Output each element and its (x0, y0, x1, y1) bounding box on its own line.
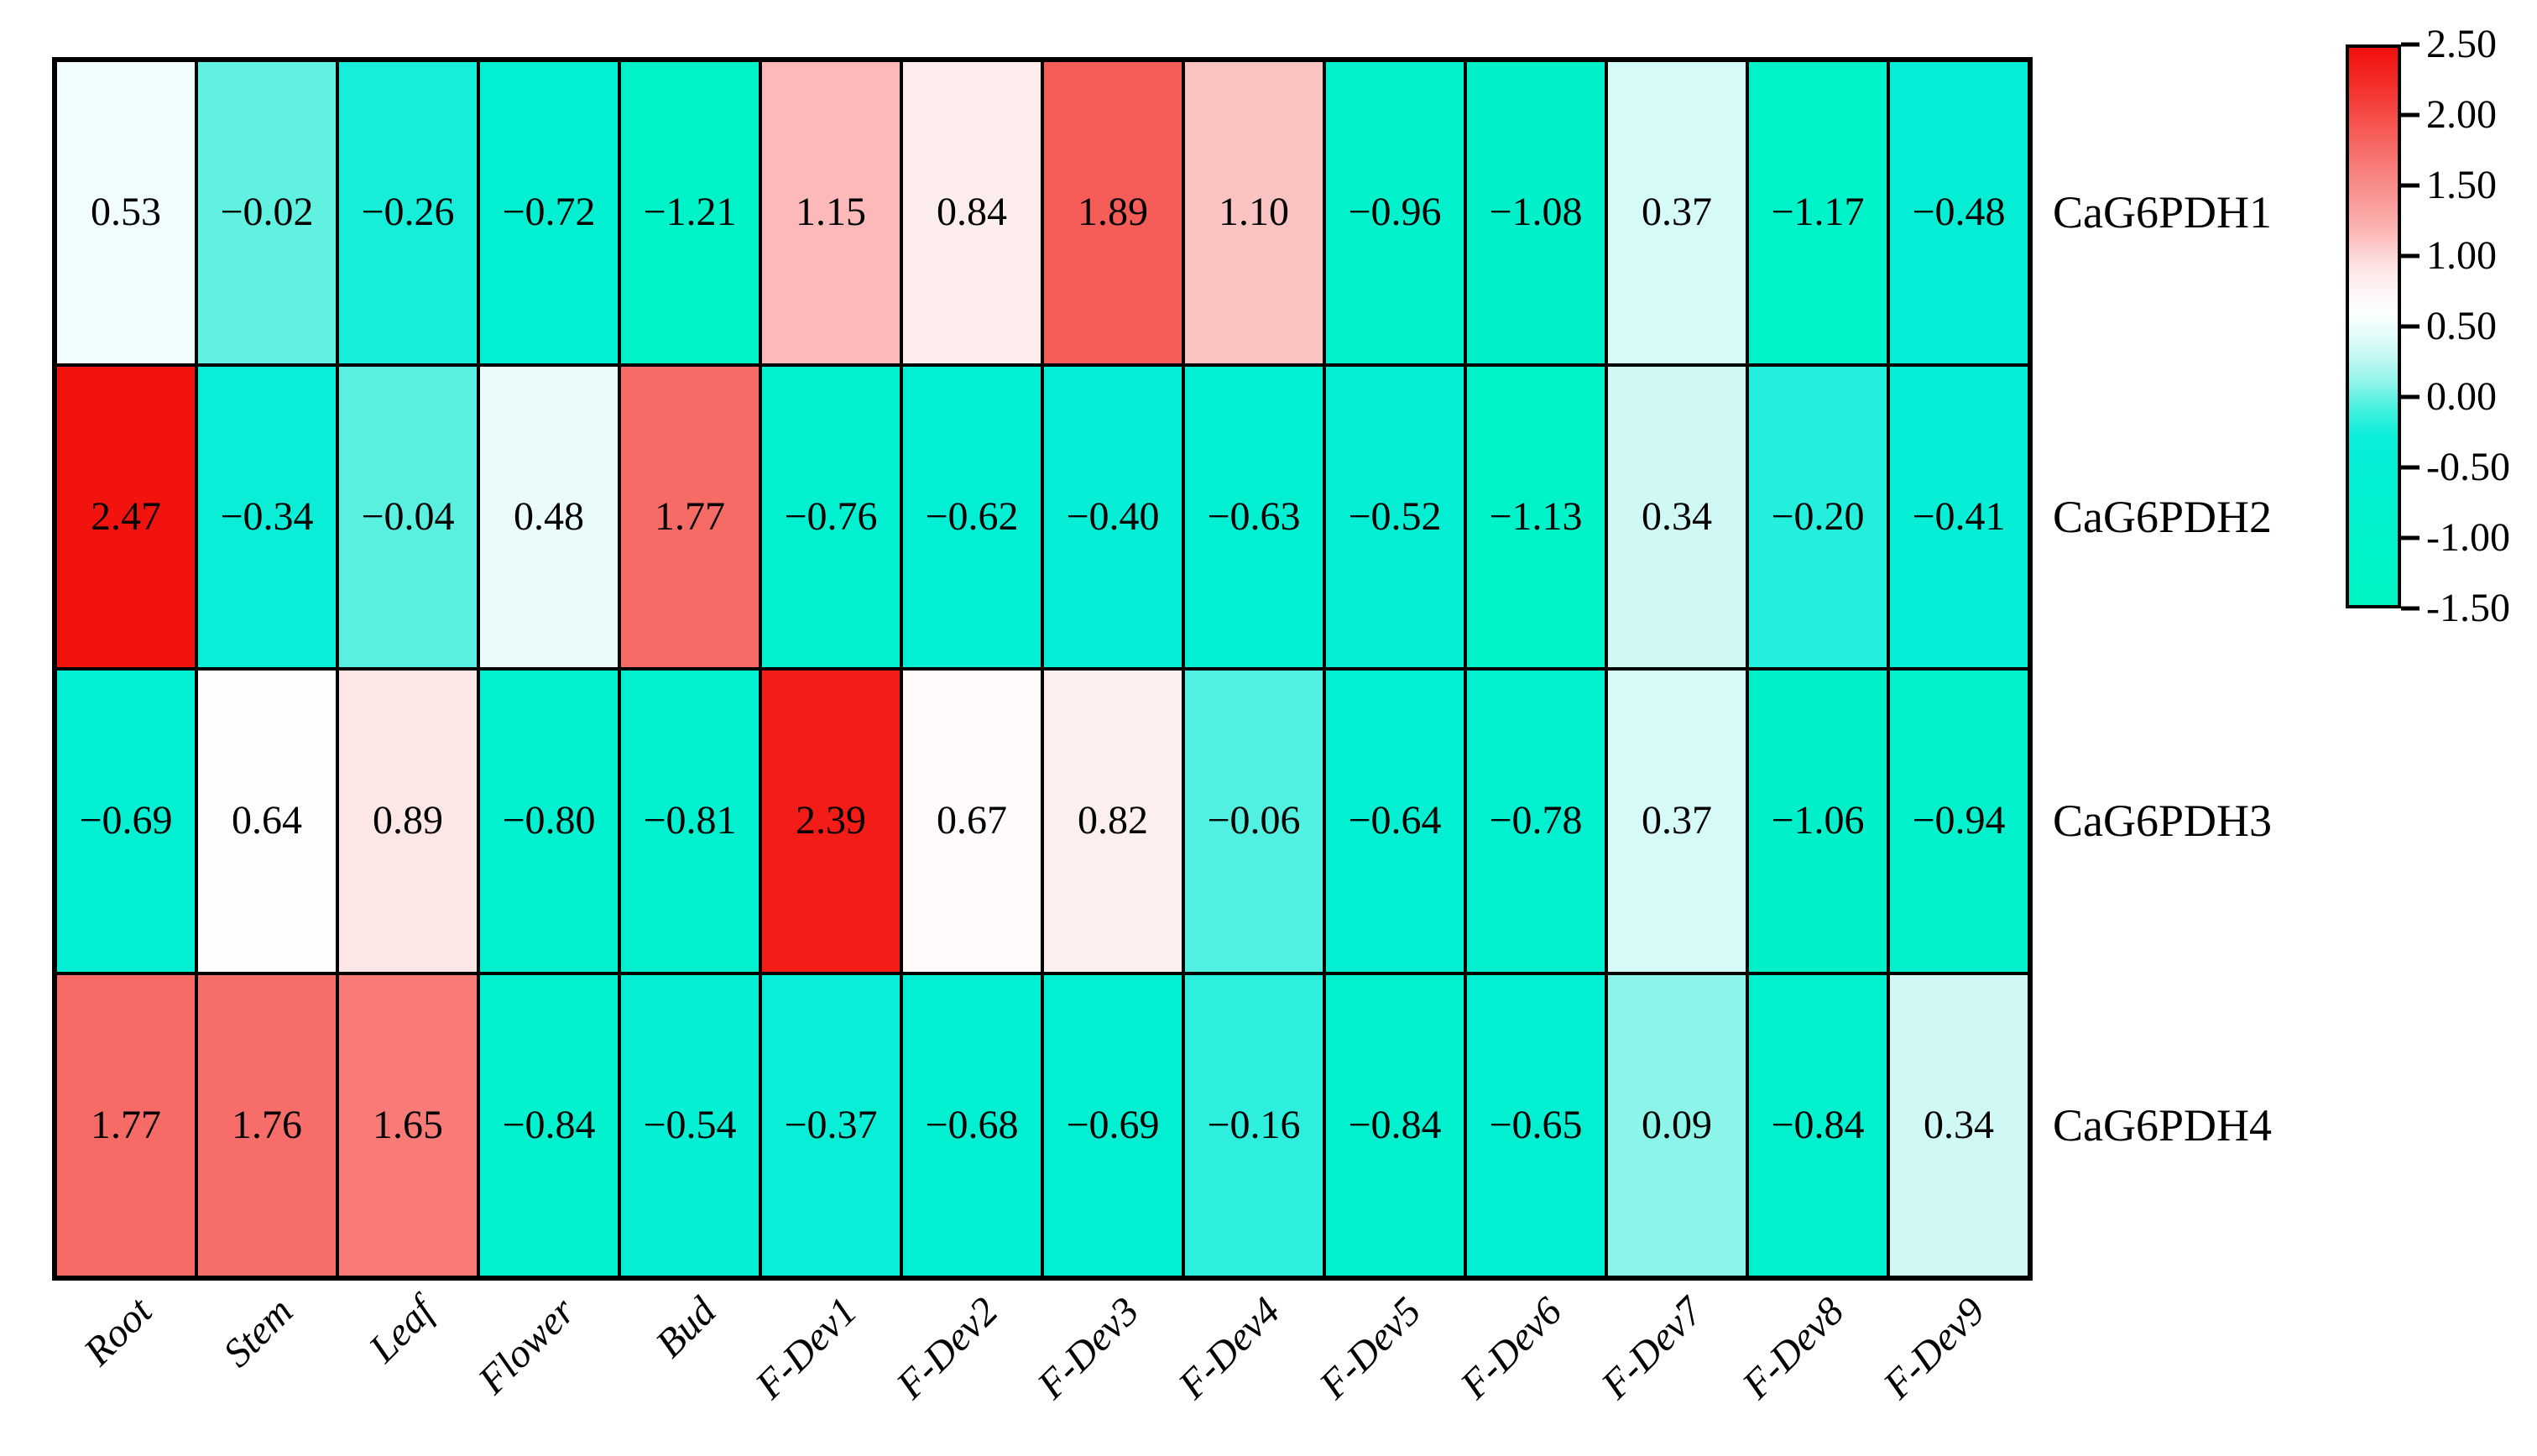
colorbar-tick-label: -0.50 (2426, 445, 2510, 489)
heatmap-cell: −0.20 (1747, 364, 1888, 669)
colorbar-tick (2401, 42, 2420, 47)
x-axis-label: F-Dev8 (1734, 1288, 1853, 1408)
heatmap-cell: −0.41 (1888, 364, 2029, 669)
heatmap-cell: −0.52 (1324, 364, 1465, 669)
heatmap-cell: 0.89 (337, 669, 478, 973)
heatmap-cell: −0.06 (1183, 669, 1324, 973)
heatmap-cell: −0.69 (1042, 973, 1183, 1277)
heatmap-cell: −0.78 (1465, 669, 1606, 973)
heatmap-cell: −0.84 (1324, 973, 1465, 1277)
colorbar-tick-label: 2.00 (2426, 92, 2497, 137)
x-axis-label: Root (75, 1288, 161, 1375)
heatmap-cell: 0.48 (478, 364, 619, 669)
x-axis-label: F-Dev3 (1029, 1288, 1148, 1408)
colorbar-tick (2401, 324, 2420, 329)
heatmap-cell: −0.65 (1465, 973, 1606, 1277)
heatmap-cell: −0.48 (1888, 60, 2029, 365)
heatmap-cell: 0.34 (1888, 973, 2029, 1277)
heatmap-cell: 0.37 (1606, 60, 1747, 365)
heatmap-cell: 0.82 (1042, 669, 1183, 973)
x-axis-label: F-Dev2 (888, 1288, 1007, 1408)
x-axis-label: Leaf (360, 1288, 443, 1371)
heatmap-cell: 0.37 (1606, 669, 1747, 973)
heatmap-cell: −1.08 (1465, 60, 1606, 365)
heatmap-cell: −1.21 (619, 60, 760, 365)
heatmap-cell: −0.94 (1888, 669, 2029, 973)
heatmap-cell: 0.53 (55, 60, 196, 365)
heatmap-cell: 1.77 (619, 364, 760, 669)
colorbar-tick-label: 1.00 (2426, 233, 2497, 278)
x-axis-label: Bud (647, 1288, 725, 1367)
heatmap-cell: 1.77 (55, 973, 196, 1277)
heatmap-cell: 0.84 (901, 60, 1042, 365)
colorbar-tick (2401, 183, 2420, 188)
heatmap-cell: 2.39 (760, 669, 901, 973)
y-axis-label: CaG6PDH3 (2053, 796, 2273, 847)
colorbar-gradient (2349, 48, 2398, 605)
x-axis-label: F-Dev5 (1311, 1288, 1430, 1408)
colorbar (2346, 44, 2401, 608)
colorbar-tick (2401, 465, 2420, 470)
heatmap-cell: −0.80 (478, 669, 619, 973)
colorbar-tick (2401, 253, 2420, 258)
colorbar-tick-label: -1.50 (2426, 586, 2510, 630)
heatmap-cell: −0.69 (55, 669, 196, 973)
heatmap-cell: −0.68 (901, 973, 1042, 1277)
heatmap-cell: −0.84 (478, 973, 619, 1277)
y-axis-label: CaG6PDH1 (2053, 187, 2273, 238)
heatmap-cell: −0.54 (619, 973, 760, 1277)
colorbar-tick (2401, 394, 2420, 399)
heatmap-cell: −0.40 (1042, 364, 1183, 669)
heatmap-cell: 0.34 (1606, 364, 1747, 669)
heatmap-cell: −1.06 (1747, 669, 1888, 973)
heatmap-cell: 0.67 (901, 669, 1042, 973)
heatmap-cell: −0.16 (1183, 973, 1324, 1277)
colorbar-tick-label: 2.50 (2426, 22, 2497, 66)
x-axis-label: F-Dev9 (1875, 1288, 1994, 1408)
y-axis-label: CaG6PDH2 (2053, 491, 2273, 542)
heatmap-cell: 2.47 (55, 364, 196, 669)
heatmap-cell: 0.64 (196, 669, 337, 973)
colorbar-tick-label: -1.00 (2426, 515, 2510, 560)
colorbar-tick (2401, 535, 2420, 540)
heatmap-cell: −0.34 (196, 364, 337, 669)
heatmap-cell: −0.26 (337, 60, 478, 365)
heatmap-cell: 1.15 (760, 60, 901, 365)
heatmap-cell: 1.10 (1183, 60, 1324, 365)
x-axis-label: F-Dev6 (1452, 1288, 1571, 1408)
heatmap-cell: −0.64 (1324, 669, 1465, 973)
colorbar-tick (2401, 606, 2420, 611)
x-axis-label: F-Dev1 (747, 1288, 866, 1408)
heatmap-grid: 0.53 −0.02 −0.26 −0.72 −1.21 1.15 0.84 1.89 1.10… (52, 57, 2033, 1281)
y-axis-label: CaG6PDH4 (2053, 1099, 2273, 1151)
x-axis-label: F-Dev7 (1593, 1288, 1712, 1408)
colorbar-tick-label: 0.00 (2426, 374, 2497, 419)
x-axis-label: F-Dev4 (1170, 1288, 1289, 1408)
heatmap-cell: −1.13 (1465, 364, 1606, 669)
heatmap-cell: −0.81 (619, 669, 760, 973)
heatmap-cell: −0.02 (196, 60, 337, 365)
heatmap-cell: −0.63 (1183, 364, 1324, 669)
heatmap-cell: 1.65 (337, 973, 478, 1277)
heatmap-cell: −0.04 (337, 364, 478, 669)
x-axis-label: Stem (214, 1288, 302, 1376)
heatmap-cell: −0.96 (1324, 60, 1465, 365)
heatmap-cell: 1.76 (196, 973, 337, 1277)
colorbar-tick (2401, 112, 2420, 117)
heatmap-cell: −1.17 (1747, 60, 1888, 365)
heatmap-cell: −0.76 (760, 364, 901, 669)
heatmap-cell: 0.09 (1606, 973, 1747, 1277)
heatmap-cell: −0.37 (760, 973, 901, 1277)
colorbar-tick-label: 0.50 (2426, 304, 2497, 348)
heatmap-cell: 1.89 (1042, 60, 1183, 365)
heatmap-cell: −0.62 (901, 364, 1042, 669)
colorbar-tick-label: 1.50 (2426, 163, 2497, 207)
heatmap-cell: −0.84 (1747, 973, 1888, 1277)
heatmap-cell: −0.72 (478, 60, 619, 365)
x-axis-label: Flower (469, 1288, 584, 1403)
